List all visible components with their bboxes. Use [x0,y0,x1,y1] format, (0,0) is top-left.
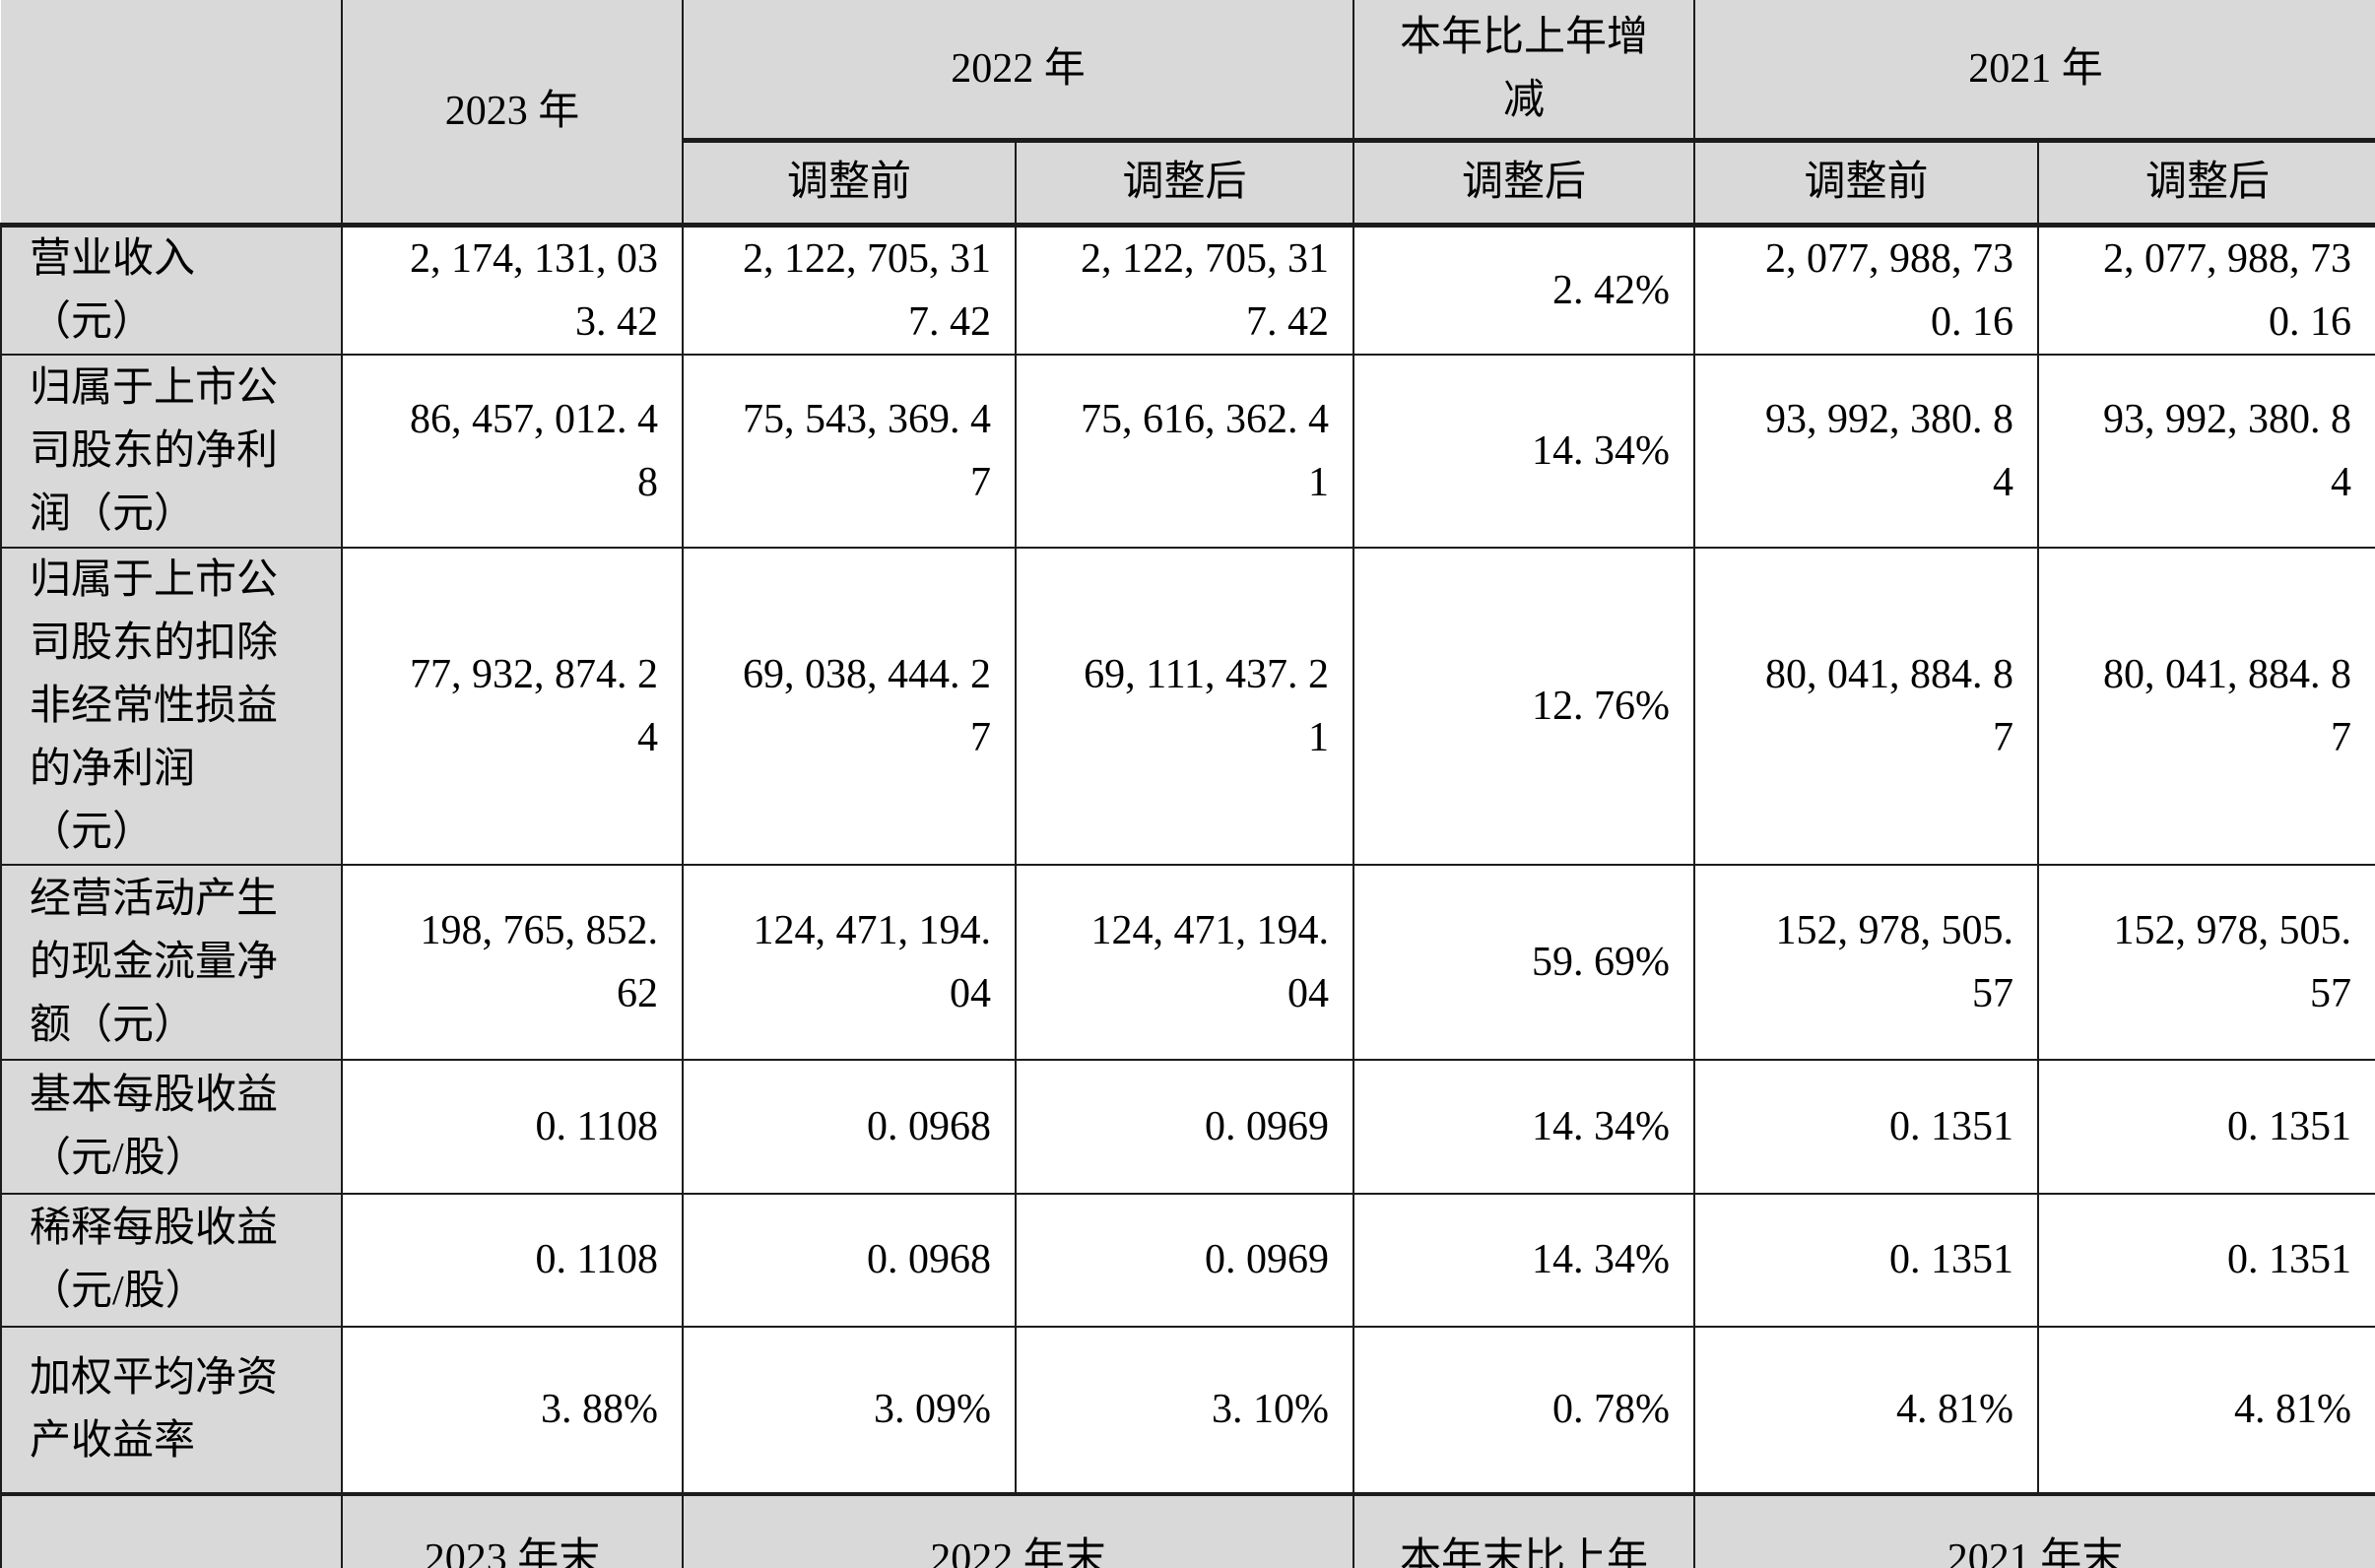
cell-cash-flow-2022-pre: 124, 471, 194. 04 [682,863,1017,1061]
cell-diluted-eps-change: 14. 34% [1352,1192,1696,1328]
cell-excl-2023: 77, 932, 874. 2 4 [341,546,684,866]
header-2022: 2022 年 [681,0,1355,143]
cell-excl-change: 12. 76% [1352,546,1696,866]
cell-roe-2022-post: 3. 10% [1014,1325,1355,1495]
cell-roe-2022-pre: 3. 09% [682,1325,1017,1495]
cell-cash-flow-2022-post: 124, 471, 194. 04 [1014,863,1355,1061]
header-row-adjustments: 调整前 调整后 调整后 调整前 调整后 [1,139,2375,228]
cell-revenue-2021-post: 2, 077, 988, 73 0. 16 [2037,224,2375,356]
table-row-weighted-avg-roe: 加权平均净资 产收益率 3. 88% 3. 09% 3. 10% 0. 78% … [0,1325,2375,1495]
cell-basic-eps-2022-post: 0. 0969 [1014,1058,1355,1195]
cell-excl-2022-post: 69, 111, 437. 2 1 [1014,546,1355,866]
cell-basic-eps-change: 14. 34% [1352,1058,1696,1195]
header-2023: 2023 年 [341,0,684,228]
cell-net-profit-2022-post: 75, 616, 362. 4 1 [1014,353,1355,549]
cell-excl-2022-pre: 69, 038, 444. 2 7 [682,546,1017,866]
cell-revenue-2022-pre: 2, 122, 705, 31 7. 42 [682,224,1017,356]
table-row-diluted-eps: 稀释每股收益 （元/股） 0. 1108 0. 0968 0. 0969 14.… [0,1192,2375,1328]
header-row-years: 2023 年 2022 年 本年比上年增 减 2021 年 [1,0,2375,228]
cell-cash-flow-change: 59. 69% [1352,863,1696,1061]
footer-label-change-end: 本年末比上年 [1352,1491,1696,1568]
cell-excl-2021-pre: 80, 041, 884. 8 7 [1693,546,2040,866]
subheader-change-post-adjust: 调整后 [1352,139,1696,228]
row-label-basic-eps: 基本每股收益 （元/股） [0,1058,343,1195]
cell-revenue-2023: 2, 174, 131, 03 3. 42 [341,224,684,356]
table-row-net-profit-excl-nonrecurring: 归属于上市公 司股东的扣除 非经常性损益 的净利润 （元） 77, 932, 8… [0,546,2375,866]
cell-roe-change: 0. 78% [1352,1325,1696,1495]
cell-excl-2021-post: 80, 041, 884. 8 7 [2037,546,2375,866]
header-yoy-change: 本年比上年增 减 [1352,0,1696,143]
footer-label-2023-end: 2023 年末 [341,1491,684,1568]
subheader-2022-post-adjust: 调整后 [1014,139,1355,228]
corner-header-cell [1,0,343,228]
cell-basic-eps-2023: 0. 1108 [341,1058,684,1195]
cell-net-profit-change: 14. 34% [1352,353,1696,549]
cell-net-profit-2023: 86, 457, 012. 4 8 [341,353,684,549]
cell-cash-flow-2021-post: 152, 978, 505. 57 [2037,863,2375,1061]
table-row-revenue: 营业收入 （元） 2, 174, 131, 03 3. 42 2, 122, 7… [0,224,2375,356]
row-label-revenue: 营业收入 （元） [0,224,343,356]
footer-corner-cell [0,1491,343,1568]
footer-label-2022-end: 2022 年末 [681,1491,1355,1568]
cell-diluted-eps-2021-pre: 0. 1351 [1693,1192,2040,1328]
header-2021: 2021 年 [1693,0,2375,143]
subheader-2021-pre-adjust: 调整前 [1693,139,2040,228]
row-label-diluted-eps: 稀释每股收益 （元/股） [0,1192,343,1328]
cell-diluted-eps-2022-pre: 0. 0968 [682,1192,1017,1328]
cell-roe-2021-pre: 4. 81% [1693,1325,2040,1495]
cell-roe-2023: 3. 88% [341,1325,684,1495]
cell-cash-flow-2021-pre: 152, 978, 505. 57 [1693,863,2040,1061]
cell-basic-eps-2022-pre: 0. 0968 [682,1058,1017,1195]
cell-basic-eps-2021-pre: 0. 1351 [1693,1058,2040,1195]
footer-label-2021-end: 2021 年末 [1693,1491,2375,1568]
table-row-net-profit: 归属于上市公 司股东的净利 润（元） 86, 457, 012. 4 8 75,… [0,353,2375,549]
cell-roe-2021-post: 4. 81% [2037,1325,2375,1495]
cell-revenue-2022-post: 2, 122, 705, 31 7. 42 [1014,224,1355,356]
cell-diluted-eps-2021-post: 0. 1351 [2037,1192,2375,1328]
subheader-2021-post-adjust: 调整后 [2037,139,2375,228]
row-label-weighted-avg-roe: 加权平均净资 产收益率 [0,1325,343,1495]
table-row-operating-cash-flow: 经营活动产生 的现金流量净 额（元） 198, 765, 852. 62 124… [0,863,2375,1061]
cell-net-profit-2021-post: 93, 992, 380. 8 4 [2037,353,2375,549]
row-label-operating-cash-flow: 经营活动产生 的现金流量净 额（元） [0,863,343,1061]
cell-cash-flow-2023: 198, 765, 852. 62 [341,863,684,1061]
row-label-net-profit-excl-nonrecurring: 归属于上市公 司股东的扣除 非经常性损益 的净利润 （元） [0,546,343,866]
row-label-net-profit: 归属于上市公 司股东的净利 润（元） [0,353,343,549]
cell-diluted-eps-2023: 0. 1108 [341,1192,684,1328]
cell-net-profit-2022-pre: 75, 543, 369. 4 7 [682,353,1017,549]
cell-diluted-eps-2022-post: 0. 0969 [1014,1192,1355,1328]
subheader-2022-pre-adjust: 调整前 [682,139,1017,228]
cell-revenue-2021-pre: 2, 077, 988, 73 0. 16 [1693,224,2040,356]
table-row-year-end-header: 2023 年末 2022 年末 本年末比上年 2021 年末 [0,1491,2375,1568]
cell-basic-eps-2021-post: 0. 1351 [2037,1058,2375,1195]
cell-net-profit-2021-pre: 93, 992, 380. 8 4 [1693,353,2040,549]
table-row-basic-eps: 基本每股收益 （元/股） 0. 1108 0. 0968 0. 0969 14.… [0,1058,2375,1195]
cell-revenue-change: 2. 42% [1352,224,1696,356]
